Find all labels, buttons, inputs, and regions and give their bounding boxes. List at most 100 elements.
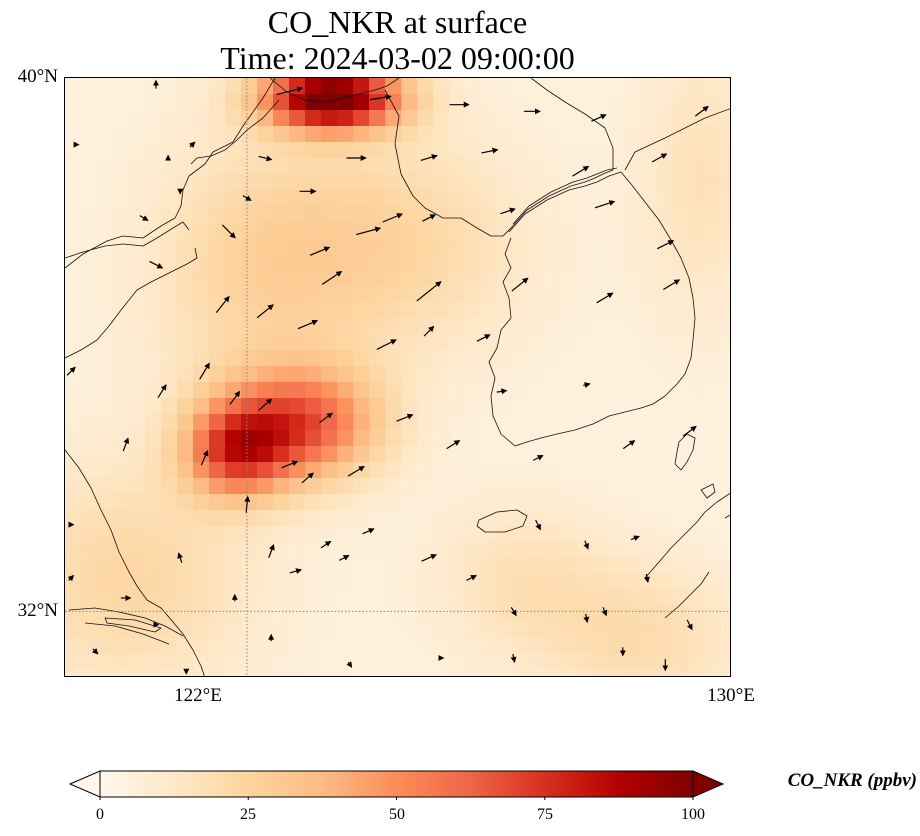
field-cell [385,302,402,319]
field-cell [209,222,226,239]
field-cell [497,574,514,591]
field-cell [257,286,274,303]
field-cell [401,622,418,639]
field-cell [593,654,610,671]
field-cell [465,606,482,623]
field-cell [593,206,610,223]
field-cell [113,494,130,511]
field-cell [225,158,242,175]
field-cell [305,622,322,639]
field-cell [369,142,386,159]
field-cell [497,334,514,351]
field-cell [481,654,498,671]
field-cell [593,318,610,335]
field-cell [385,654,402,671]
field-cell [129,446,146,463]
field-cell [289,318,306,335]
field-cell [145,158,162,175]
field-cell [529,350,546,367]
wind-arrow [663,279,681,290]
field-cell [273,174,290,191]
field-cell [593,414,610,431]
field-cell [465,126,482,143]
field-cell [145,350,162,367]
field-cell [401,286,418,303]
field-cell [81,286,98,303]
field-cell [513,558,530,575]
field-cell [353,494,370,511]
field-cell [337,382,354,399]
field-cell [593,398,610,415]
field-cell [65,302,82,319]
field-cell [625,430,642,447]
field-cell [433,398,450,415]
field-cell [449,654,466,671]
field-cell [369,622,386,639]
field-cell [321,206,338,223]
field-cell [225,574,242,591]
field-cell [289,542,306,559]
field-cell [385,350,402,367]
field-cell [721,654,730,671]
field-cell [721,350,730,367]
field-cell [113,190,130,207]
field-cell [657,542,674,559]
field-cell [337,94,354,111]
wind-arrow [651,153,668,163]
field-cell [225,254,242,271]
field-cell [97,158,114,175]
field-cell [577,206,594,223]
field-cell [433,94,450,111]
field-cell [657,590,674,607]
field-cell [561,254,578,271]
field-cell [321,350,338,367]
korea-dmz-border [510,169,614,229]
field-cell [81,238,98,255]
wind-arrow [476,334,491,342]
field-cell [385,334,402,351]
field-cell [65,622,82,639]
field-cell [161,350,178,367]
field-cell [449,574,466,591]
field-cell [449,542,466,559]
field-cell [369,286,386,303]
field-cell [145,334,162,351]
field-cell [305,254,322,271]
field-cell [65,414,82,431]
field-cell [641,478,658,495]
field-cell [129,334,146,351]
field-cell [113,398,130,415]
field-cell [113,238,130,255]
field-cell [689,462,706,479]
field-cell [433,174,450,191]
field-cell [689,654,706,671]
field-cell [609,190,626,207]
field-cell [481,478,498,495]
field-cell [129,558,146,575]
field-cell [161,590,178,607]
field-cell [593,302,610,319]
field-cell [193,430,210,447]
field-cell [609,558,626,575]
field-cell [593,462,610,479]
field-cell [353,206,370,223]
field-cell [561,542,578,559]
wind-arrow [591,114,607,122]
field-cell [513,238,530,255]
field-cell [81,158,98,175]
field-cell [577,446,594,463]
field-cell [177,366,194,383]
field-cell [273,462,290,479]
field-cell [65,382,82,399]
field-cell [545,302,562,319]
field-cell [241,174,258,191]
field-cell [353,414,370,431]
field-cell [209,110,226,127]
field-cell [225,350,242,367]
field-cell [257,494,274,511]
field-cell [657,350,674,367]
field-cell [257,110,274,127]
field-cell [705,126,722,143]
field-cell [513,542,530,559]
field-cell [673,350,690,367]
